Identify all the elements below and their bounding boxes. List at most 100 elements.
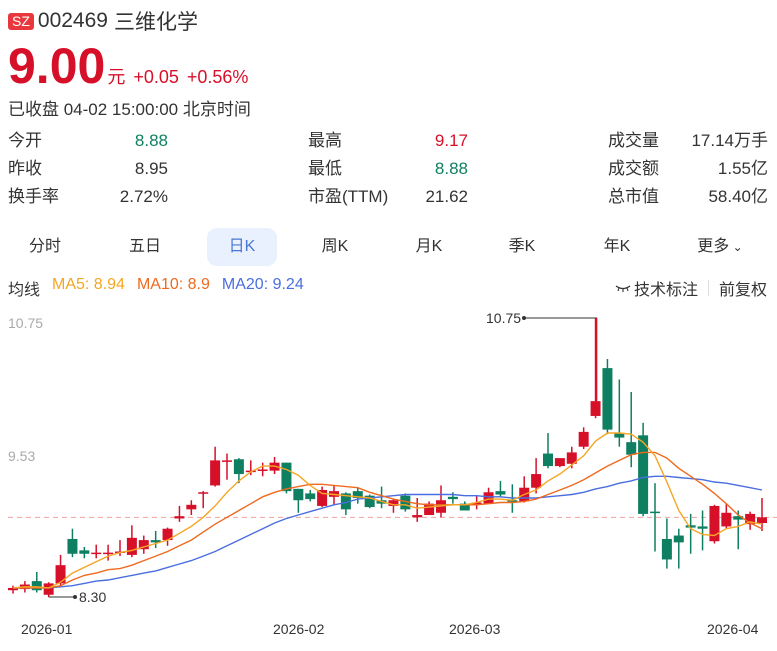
candle — [471, 502, 482, 505]
candle — [388, 500, 399, 506]
candle — [578, 431, 589, 447]
candle — [626, 442, 637, 455]
stat-item: 成交额 1.55亿 — [608, 158, 768, 186]
candle — [293, 488, 304, 501]
candle — [554, 458, 565, 467]
candle — [210, 460, 221, 486]
candle — [543, 453, 553, 467]
stat-item: 市盈(TTM) 21.62 — [308, 186, 468, 214]
adjust-button[interactable]: 前复权 — [718, 282, 767, 299]
tab-6[interactable]: 季K — [508, 238, 536, 255]
candle — [305, 493, 316, 500]
candle — [91, 552, 102, 555]
candle — [614, 433, 625, 438]
eye-closed-icon — [615, 285, 631, 292]
stat-item: 换手率 2.72% — [8, 186, 168, 214]
stat-value: 2.72% — [119, 187, 168, 206]
candle — [709, 505, 720, 542]
candle — [150, 540, 161, 543]
x-tick-jan: 2026-01 — [21, 621, 73, 637]
candle — [507, 500, 518, 502]
stat-value: 1.55亿 — [717, 159, 768, 178]
min-price-label: 8.30 — [79, 589, 106, 605]
stat-label: 最低 — [308, 159, 342, 178]
candle — [650, 511, 660, 514]
stat-item: 总市值 58.40亿 — [608, 186, 768, 214]
ma20-value: MA20: 9.24 — [221, 276, 304, 293]
stat-item: 成交量 17.14万手 — [608, 130, 768, 158]
stat-label: 总市值 — [608, 187, 659, 206]
stat-value: 58.40亿 — [708, 187, 768, 206]
stat-value: 21.62 — [425, 187, 468, 206]
candle — [745, 513, 756, 525]
tech-annotation-button[interactable]: 技术标注 — [615, 276, 698, 300]
stat-item: 昨收 8.95 — [8, 158, 168, 186]
last-price: 9.00 — [8, 38, 106, 94]
candle — [364, 495, 375, 508]
price-row: 9.00 元 +0.05 +0.56% — [8, 38, 248, 94]
candle — [638, 435, 649, 514]
price-change: +0.05 — [133, 67, 179, 87]
candle — [566, 452, 577, 464]
candle — [186, 504, 197, 510]
tab-5[interactable]: 月K — [415, 238, 443, 255]
candlestick-chart[interactable]: 10.75 8.30 — [0, 300, 777, 615]
tab-3[interactable]: 日K — [207, 228, 277, 266]
x-tick-mar: 2026-03 — [449, 621, 501, 637]
stat-item: 最低 8.88 — [308, 158, 468, 186]
candle — [257, 469, 268, 471]
candle — [281, 462, 292, 492]
candle — [483, 492, 494, 504]
x-tick-apr: 2026-04 — [707, 621, 759, 637]
period-tabs: 分时 五日 日K 周K 月K 季K 年K 更多 ⌄ — [0, 228, 777, 266]
stat-item: 最高 9.17 — [308, 130, 468, 158]
x-tick-feb: 2026-02 — [273, 621, 325, 637]
stat-item: 今开 8.88 — [8, 130, 168, 158]
divider — [707, 280, 709, 296]
ma-label: 均线 — [8, 282, 41, 299]
candle — [103, 552, 114, 555]
ma10-line — [13, 451, 763, 589]
stat-value: 8.95 — [134, 159, 168, 178]
candle — [67, 538, 78, 554]
candle — [55, 565, 66, 584]
tab-7[interactable]: 年K — [603, 238, 631, 255]
max-price-label: 10.75 — [486, 310, 521, 326]
candle — [697, 526, 708, 529]
candle — [412, 515, 423, 518]
market-status: 已收盘 04-02 15:00:00 北京时间 — [8, 100, 251, 119]
stock-name: 三维化学 — [113, 11, 198, 34]
candle — [400, 495, 411, 510]
stat-value: 17.14万手 — [691, 131, 768, 150]
stat-label: 昨收 — [8, 159, 42, 178]
candle — [685, 525, 696, 528]
stat-value: 9.17 — [434, 131, 468, 150]
candle — [174, 516, 185, 519]
candle — [138, 540, 149, 550]
chart-tools: 技术标注 前复权 — [615, 276, 767, 300]
ma5-line — [12, 432, 763, 589]
stock-code: 002469 — [37, 9, 108, 32]
stat-label: 今开 — [8, 131, 42, 150]
candle — [673, 535, 684, 543]
chevron-down-icon: ⌄ — [729, 240, 743, 254]
ma-legend: 均线 MA5: 8.94 MA10: 8.9 MA20: 9.24 — [8, 276, 316, 300]
candle — [352, 491, 363, 498]
tab-2[interactable]: 五日 — [128, 238, 161, 255]
candle — [162, 528, 173, 541]
candle — [459, 503, 470, 511]
tab-1[interactable]: 分时 — [28, 238, 61, 255]
candle — [495, 491, 506, 495]
candle — [733, 516, 744, 520]
candle — [126, 537, 137, 555]
stat-label: 换手率 — [8, 187, 59, 206]
candle — [447, 496, 458, 500]
candle — [222, 460, 232, 462]
candle — [424, 503, 435, 516]
tab-4[interactable]: 周K — [321, 238, 349, 255]
ma10-value: MA10: 8.9 — [136, 276, 210, 293]
ma5-value: MA5: 8.94 — [52, 276, 125, 293]
tab-8[interactable]: 更多 ⌄ — [697, 238, 743, 255]
candle — [317, 489, 328, 506]
price-change-pct: +0.56% — [186, 67, 249, 87]
